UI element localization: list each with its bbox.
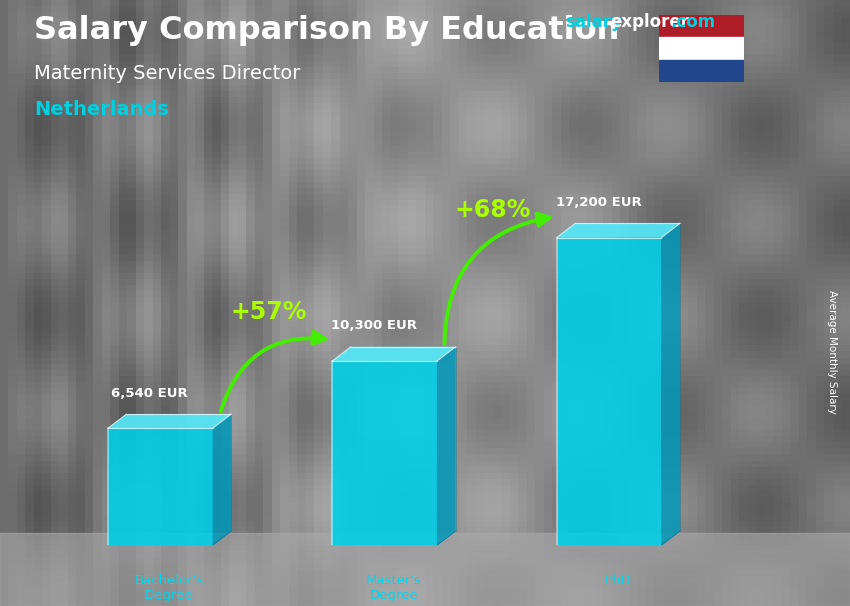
Text: Netherlands: Netherlands <box>34 100 169 119</box>
Text: salary: salary <box>565 13 622 32</box>
Polygon shape <box>108 428 212 545</box>
Bar <box>659 38 744 59</box>
Text: 10,300 EUR: 10,300 EUR <box>331 319 417 333</box>
Bar <box>659 15 744 38</box>
Text: Master's
Degree: Master's Degree <box>366 574 422 602</box>
Polygon shape <box>661 224 680 545</box>
Bar <box>659 59 744 82</box>
Text: PhD: PhD <box>605 574 632 587</box>
Text: explorer: explorer <box>610 13 689 32</box>
Text: Bachelor's
Degree: Bachelor's Degree <box>135 574 204 602</box>
Text: Maternity Services Director: Maternity Services Director <box>34 64 300 82</box>
Polygon shape <box>557 238 661 545</box>
Text: Salary Comparison By Education: Salary Comparison By Education <box>34 15 620 46</box>
Text: 17,200 EUR: 17,200 EUR <box>556 196 642 209</box>
Polygon shape <box>108 414 231 428</box>
Text: +68%: +68% <box>455 198 531 222</box>
Polygon shape <box>212 414 231 545</box>
Text: .com: .com <box>670 13 715 32</box>
Polygon shape <box>332 361 437 545</box>
Polygon shape <box>437 347 456 545</box>
Polygon shape <box>557 224 680 238</box>
Text: Average Monthly Salary: Average Monthly Salary <box>827 290 837 413</box>
Polygon shape <box>332 347 456 361</box>
Text: 6,540 EUR: 6,540 EUR <box>111 387 188 400</box>
Text: +57%: +57% <box>230 301 307 324</box>
